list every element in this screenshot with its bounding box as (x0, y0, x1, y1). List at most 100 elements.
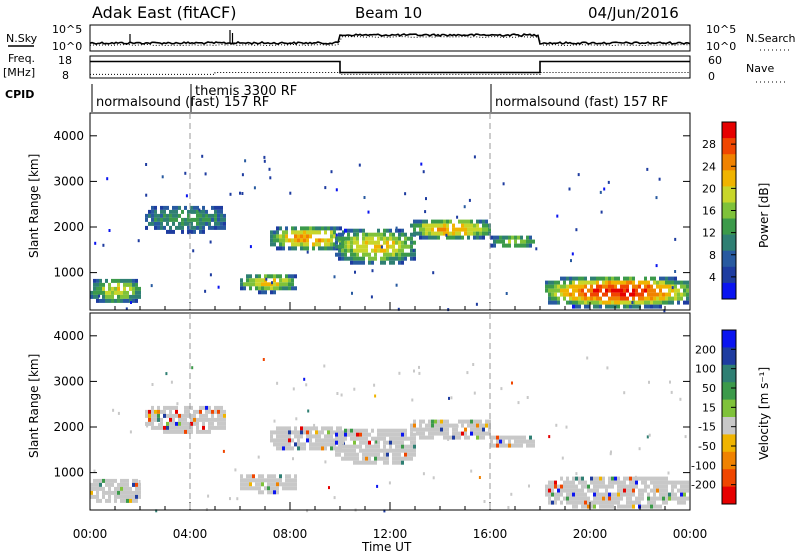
power-cell (151, 217, 154, 222)
power-cell (569, 292, 572, 297)
noise-traces (89, 30, 691, 47)
power-cell (114, 298, 117, 303)
velocity-cell (273, 442, 276, 447)
velocity-cell (338, 452, 341, 457)
velocity-cell (581, 484, 584, 489)
power-cell (398, 244, 401, 249)
velocity-cell-sparse (466, 371, 469, 375)
power-cell (282, 246, 285, 251)
y-tick-label: 2000 (53, 220, 84, 234)
velocity-cell-sparse (313, 423, 316, 427)
nave-label: Nave (746, 62, 774, 75)
power-cell (300, 246, 303, 251)
velocity-cell (413, 423, 416, 428)
velocity-cell (386, 432, 389, 437)
velocity-cell (291, 482, 294, 487)
velocity-cell (596, 492, 599, 497)
power-cell (211, 205, 214, 210)
velocity-cell (157, 417, 160, 422)
velocity-cell (590, 480, 593, 485)
power-cell (572, 304, 575, 309)
power-cell (557, 296, 560, 301)
power-cell (166, 221, 169, 226)
velocity-cell (650, 476, 653, 481)
velocity-cell (431, 419, 434, 424)
velocity-cell (473, 431, 476, 436)
velocity-cell (629, 480, 632, 485)
velocity-cell (488, 419, 491, 424)
velocity-cell (629, 488, 632, 493)
power-cell (635, 284, 638, 289)
cpid-segment-3: normalsound (fast) 157 RF (495, 95, 668, 110)
velocity-cell (437, 423, 440, 428)
power-cell-sparse (475, 302, 478, 306)
power-cell (593, 300, 596, 305)
velocity-cell (404, 436, 407, 441)
x-tick-label: 12:00 (373, 527, 408, 541)
velocity-cell (593, 488, 596, 493)
velocity-cell (560, 500, 563, 505)
velocity-cell (410, 440, 413, 445)
power-cell (202, 221, 205, 226)
power-cell (132, 298, 135, 303)
power-cell (617, 292, 620, 297)
velocity-cell (365, 448, 368, 453)
power-cell-sparse (253, 186, 256, 190)
velocity-cell (596, 488, 599, 493)
power-cell (96, 282, 99, 287)
power-cell (626, 288, 629, 293)
velocity-cell (202, 413, 205, 418)
velocity-cell (368, 432, 371, 437)
velocity-cell (303, 442, 306, 447)
velocity-cell (318, 434, 321, 439)
power-cell (416, 219, 419, 224)
velocity-cell (282, 486, 285, 491)
velocity-cell (496, 443, 499, 448)
power-cell-sparse (265, 277, 268, 281)
velocity-cell (623, 492, 626, 497)
power-cell (154, 225, 157, 230)
power-cell (211, 225, 214, 230)
power-cell (632, 280, 635, 285)
velocity-cell (353, 444, 356, 449)
power-cell (560, 284, 563, 289)
power-cell (599, 276, 602, 281)
velocity-colorbar-label: Velocity [m s⁻¹] (757, 367, 771, 460)
velocity-cell (401, 432, 404, 437)
power-cell (380, 236, 383, 241)
power-cell (493, 235, 496, 240)
power-cell (288, 274, 291, 279)
velocity-cell (596, 476, 599, 481)
velocity-cell (584, 480, 587, 485)
power-cell (172, 229, 175, 234)
velocity-cell (392, 432, 395, 437)
power-cell (548, 284, 551, 289)
velocity-cell (551, 480, 554, 485)
velocity-cell (650, 500, 653, 505)
power-cell (611, 300, 614, 305)
velocity-cell (482, 427, 485, 432)
velocity-cell (551, 484, 554, 489)
power-cell (380, 260, 383, 265)
noise-right-label: N.Search (746, 32, 796, 45)
velocity-cell (309, 434, 312, 439)
velocity-cell (169, 429, 172, 434)
velocity-cell (356, 436, 359, 441)
power-cell (154, 205, 157, 210)
power-cell (647, 292, 650, 297)
velocity-cell (392, 428, 395, 433)
velocity-cell (267, 490, 270, 495)
velocity-cell (461, 431, 464, 436)
velocity-cell (410, 431, 413, 436)
power-cell (353, 248, 356, 253)
velocity-cell (93, 486, 96, 491)
power-cell (458, 227, 461, 232)
velocity-cell (318, 442, 321, 447)
power-cell (560, 292, 563, 297)
velocity-cell (276, 438, 279, 443)
power-cell-sparse (239, 191, 241, 195)
power-cell (211, 213, 214, 218)
velocity-cell (626, 492, 629, 497)
velocity-cell (659, 480, 662, 485)
